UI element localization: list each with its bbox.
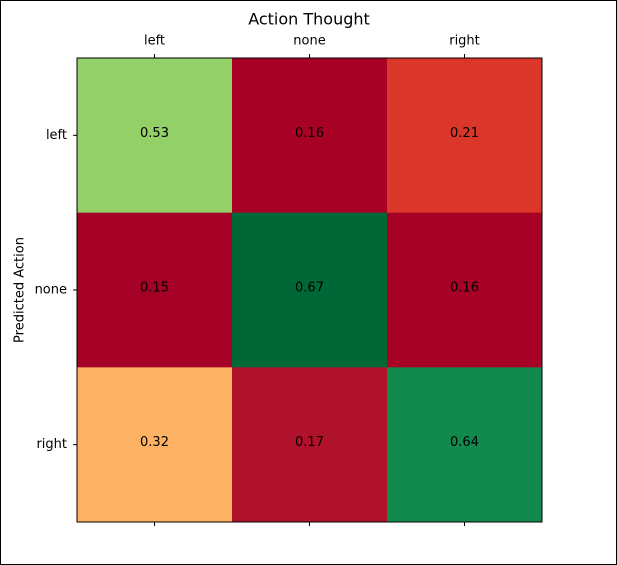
y-tick-label: right xyxy=(36,437,67,452)
y-tick-label: left xyxy=(46,128,67,143)
x-tick-label: right xyxy=(449,34,480,49)
cell-value-label: 0.21 xyxy=(450,126,479,141)
cell-value-label: 0.32 xyxy=(140,435,169,450)
chart-title: Action Thought xyxy=(248,10,370,29)
cell-value-label: 0.53 xyxy=(140,126,169,141)
heatmap-cell xyxy=(232,58,388,214)
cell-value-label: 0.15 xyxy=(140,281,169,296)
heatmap-cell xyxy=(77,367,233,523)
y-axis-label: Predicted Action xyxy=(13,237,28,343)
heatmap-cell xyxy=(232,212,388,368)
x-tick-label: none xyxy=(293,34,325,49)
heatmap-cell xyxy=(77,58,233,214)
heatmap-cell xyxy=(387,58,543,214)
heatmap-cell xyxy=(77,212,233,368)
cell-value-label: 0.67 xyxy=(295,281,324,296)
heatmap-cell xyxy=(232,367,388,523)
x-tick-label: left xyxy=(144,34,165,49)
y-tick-label: none xyxy=(35,283,67,298)
cell-value-label: 0.16 xyxy=(450,281,479,296)
heatmap-cell xyxy=(387,367,543,523)
cell-value-label: 0.64 xyxy=(450,435,479,450)
cell-value-label: 0.17 xyxy=(295,435,324,450)
cell-value-label: 0.16 xyxy=(295,126,324,141)
heatmap-cell xyxy=(387,212,543,368)
